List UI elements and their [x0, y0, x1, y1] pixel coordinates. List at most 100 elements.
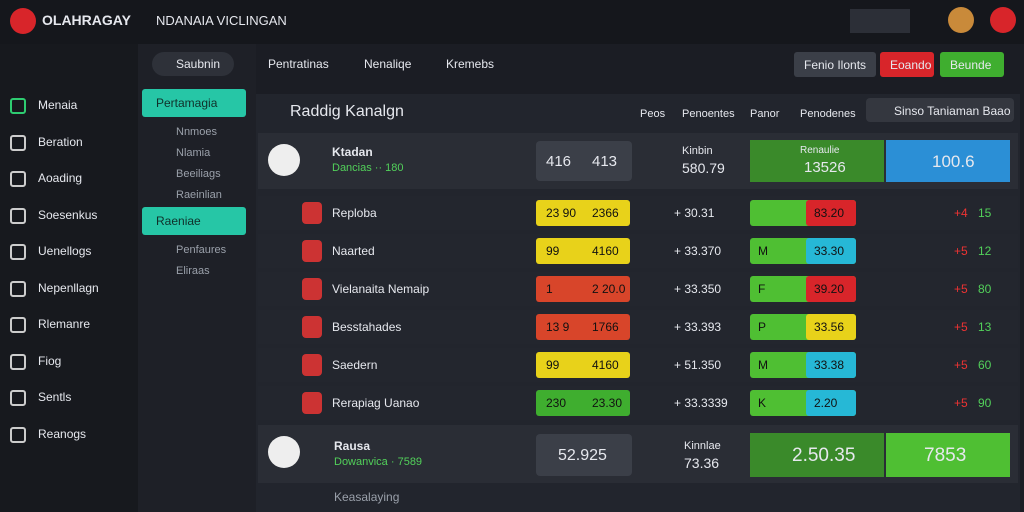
top-tab[interactable]: Kremebs	[446, 57, 495, 71]
total-box[interactable]	[886, 433, 1010, 477]
profile[interactable]	[990, 7, 1016, 33]
match-row[interactable]	[258, 196, 1018, 230]
total[interactable]: 7853	[924, 445, 967, 466]
odds-c-box[interactable]	[806, 352, 856, 378]
subpanel-item[interactable]: Beeiliags	[176, 168, 221, 180]
top-button-label[interactable]: Eoando	[890, 58, 932, 72]
subpanel-active[interactable]: Raeniae	[156, 214, 201, 228]
sidebar-item[interactable]: Sentls	[38, 390, 72, 404]
market-mark[interactable]: K	[758, 396, 767, 410]
sidebar-icon[interactable]	[10, 134, 26, 151]
sidebar-icon[interactable]	[10, 426, 26, 443]
odds[interactable]: 4160	[592, 358, 619, 372]
odds[interactable]: 1766	[592, 320, 619, 334]
best-label[interactable]: Renaulie	[800, 145, 840, 156]
subpanel-item[interactable]: Raeinlian	[176, 189, 222, 201]
top-button-label[interactable]: Fenio Ilonts	[804, 58, 867, 72]
total[interactable]: 100.6	[932, 152, 975, 171]
market-mark[interactable]: M	[758, 358, 768, 372]
total-box[interactable]	[886, 140, 1010, 182]
odds[interactable]: 52.925	[558, 447, 607, 464]
sidebar-icon[interactable]	[10, 98, 26, 114]
sidebar-item[interactable]: Nepenllagn	[38, 280, 99, 295]
sidebar-item[interactable]: Uenellogs	[38, 244, 92, 258]
odds-c[interactable]: 83.20	[814, 206, 845, 220]
market-mark[interactable]: P	[758, 320, 767, 334]
sidebar-icon[interactable]	[10, 317, 26, 333]
subpanel-title-box[interactable]	[142, 89, 246, 117]
best[interactable]: 2.50.35	[792, 445, 856, 466]
subpanel-item[interactable]: Eliraas	[176, 265, 210, 277]
subpanel-active-box[interactable]	[142, 207, 246, 235]
odds[interactable]: 4160	[592, 244, 619, 258]
odds[interactable]: 230	[546, 396, 567, 410]
odds-c[interactable]: 33.38	[814, 358, 845, 372]
odds-box[interactable]	[536, 352, 630, 378]
top-button[interactable]	[940, 52, 1004, 77]
best-box[interactable]	[750, 433, 884, 477]
sidebar-icon[interactable]	[10, 353, 26, 370]
sidebar-item[interactable]: Rlemanre	[38, 317, 91, 331]
odds-c-box[interactable]	[806, 238, 856, 264]
sidebar-item[interactable]: Reanogs	[38, 426, 87, 441]
sidebar-icon[interactable]	[10, 244, 26, 260]
sidebar-icon[interactable]	[10, 207, 26, 224]
tab-pill[interactable]	[152, 52, 234, 76]
odds[interactable]: 2 20.0	[592, 282, 626, 296]
subpanel-title[interactable]: Pertamagia	[156, 96, 218, 110]
odds-c[interactable]: 33.56	[814, 320, 845, 334]
sidebar-item[interactable]: Menaia	[38, 98, 78, 112]
sidebar-item[interactable]: Beration	[38, 134, 83, 149]
best-box[interactable]	[750, 140, 884, 182]
odds-c-box[interactable]	[806, 200, 856, 226]
odds-c-box[interactable]	[806, 314, 856, 340]
odds-box[interactable]	[536, 238, 630, 264]
market-mark[interactable]: M	[758, 244, 768, 258]
odds-c[interactable]: 39.20	[814, 282, 845, 296]
odds[interactable]: 1	[546, 282, 553, 296]
odds[interactable]: 23 90	[546, 206, 577, 220]
match-row[interactable]	[258, 234, 1018, 268]
odds[interactable]: 416	[546, 153, 572, 170]
odds-c[interactable]: 33.30	[814, 244, 845, 258]
odds[interactable]: 413	[592, 153, 618, 170]
odds-box[interactable]	[536, 276, 630, 302]
top-button-label[interactable]: Beunde	[950, 58, 992, 72]
sidebar-icon[interactable]	[10, 171, 26, 187]
top-tab[interactable]: Saubnin	[176, 57, 221, 71]
odds-c[interactable]: 2.20	[814, 396, 838, 410]
odds[interactable]: 2366	[592, 206, 619, 220]
sidebar-item[interactable]: Fiog	[38, 353, 62, 368]
header-controls[interactable]	[850, 9, 910, 33]
subpanel-item[interactable]: Nlamia	[176, 147, 211, 159]
odds-box[interactable]	[536, 141, 632, 181]
odds[interactable]: 99	[546, 358, 560, 372]
subpanel-item[interactable]: Nnmoes	[176, 126, 217, 138]
odds[interactable]: 23.30	[592, 396, 623, 410]
top-tab[interactable]: Nenaliqe	[364, 57, 412, 71]
action-label[interactable]: Sinso Taniaman Baao	[894, 104, 1011, 118]
odds-box[interactable]	[536, 434, 632, 476]
match-row[interactable]	[258, 310, 1018, 344]
top-button[interactable]	[794, 52, 876, 77]
sidebar-item[interactable]: Soesenkus	[38, 207, 98, 222]
market-mark[interactable]: F	[758, 282, 766, 296]
best[interactable]: 13526	[804, 159, 846, 176]
odds-box[interactable]	[536, 314, 630, 340]
avatar[interactable]	[948, 7, 974, 33]
odds-c-box[interactable]	[806, 276, 856, 302]
sidebar-icon[interactable]	[10, 280, 26, 297]
match-row[interactable]	[258, 348, 1018, 382]
odds-box[interactable]	[536, 200, 630, 226]
sidebar-icon[interactable]	[10, 390, 26, 406]
action-button[interactable]	[866, 98, 1014, 122]
subpanel-item[interactable]: Penfaures	[176, 244, 227, 256]
top-tab[interactable]: Pentratinas	[268, 57, 329, 71]
odds[interactable]: 13 9	[546, 320, 570, 334]
top-button[interactable]	[880, 52, 934, 77]
match-row[interactable]	[258, 386, 1018, 420]
odds-c-box[interactable]	[806, 390, 856, 416]
odds[interactable]: 99	[546, 244, 560, 258]
match-row[interactable]	[258, 272, 1018, 306]
sidebar-item[interactable]: Aoading	[38, 171, 83, 185]
